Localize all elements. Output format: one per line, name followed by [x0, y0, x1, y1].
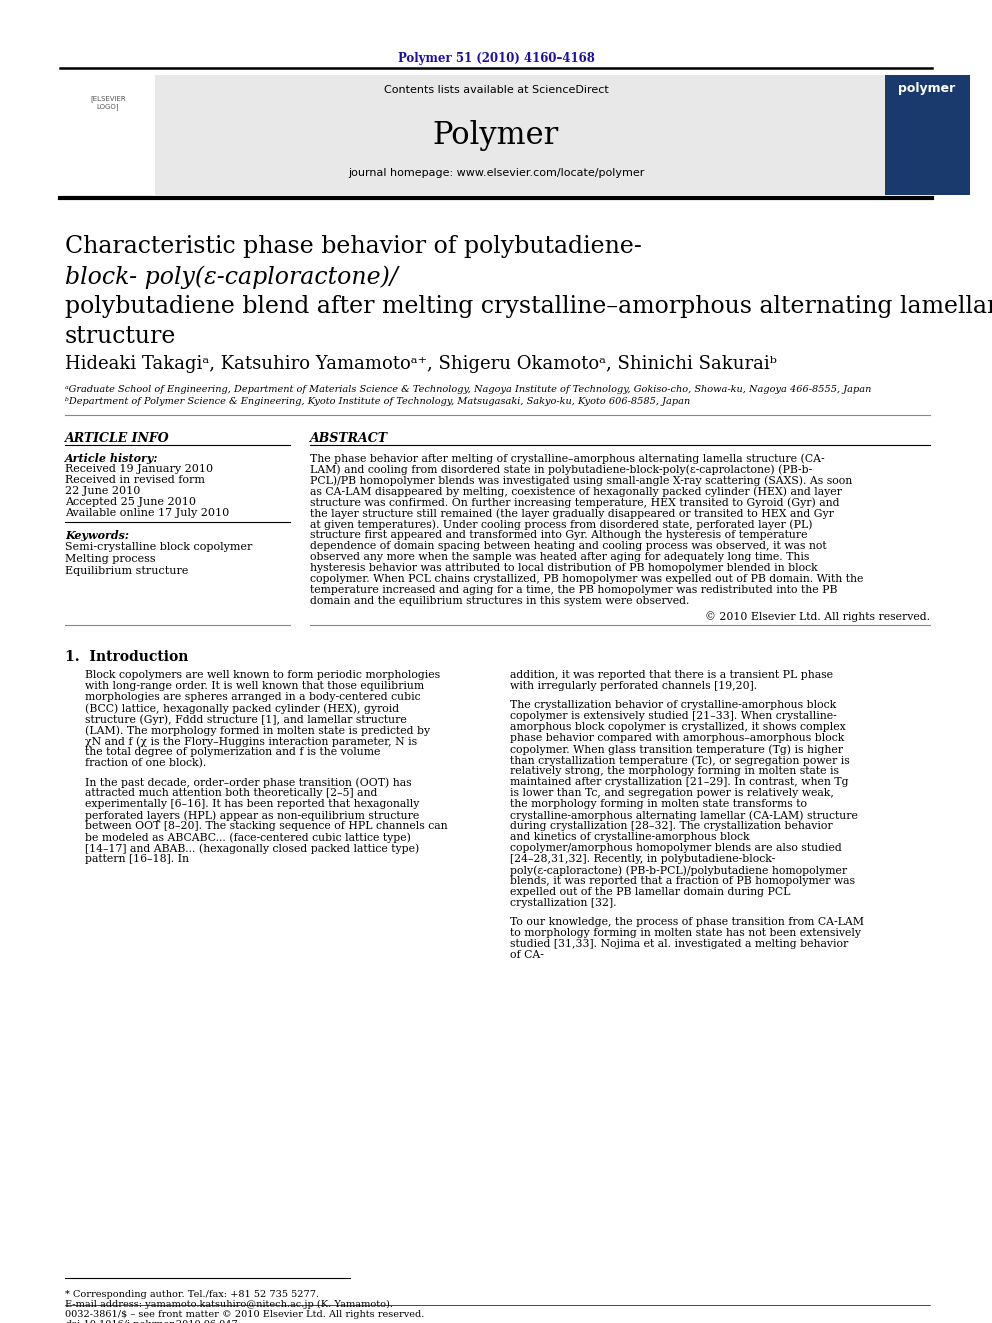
FancyBboxPatch shape [60, 75, 155, 194]
FancyBboxPatch shape [155, 75, 885, 194]
Text: 22 June 2010: 22 June 2010 [65, 486, 141, 496]
Text: The crystallization behavior of crystalline-amorphous block: The crystallization behavior of crystall… [510, 700, 836, 710]
Text: is lower than Tc, and segregation power is relatively weak,: is lower than Tc, and segregation power … [510, 789, 834, 798]
Text: phase behavior compared with amorphous–amorphous block: phase behavior compared with amorphous–a… [510, 733, 844, 744]
Text: doi:10.1016/j.polymer.2010.06.047: doi:10.1016/j.polymer.2010.06.047 [65, 1320, 238, 1323]
Text: journal homepage: www.elsevier.com/locate/polymer: journal homepage: www.elsevier.com/locat… [348, 168, 644, 179]
Text: dependence of domain spacing between heating and cooling process was observed, i: dependence of domain spacing between hea… [310, 541, 826, 550]
Text: PCL)/PB homopolymer blends was investigated using small-angle X-ray scattering (: PCL)/PB homopolymer blends was investiga… [310, 475, 852, 486]
Text: ᵃGraduate School of Engineering, Department of Materials Science & Technology, N: ᵃGraduate School of Engineering, Departm… [65, 385, 871, 394]
Text: the total degree of polymerization and f is the volume: the total degree of polymerization and f… [85, 747, 380, 757]
Text: polymer: polymer [899, 82, 955, 95]
Text: Keywords:: Keywords: [65, 531, 129, 541]
Text: be modeled as ABCABC... (face-centered cubic lattice type): be modeled as ABCABC... (face-centered c… [85, 832, 411, 843]
Text: temperature increased and aging for a time, the PB homopolymer was redistributed: temperature increased and aging for a ti… [310, 585, 837, 595]
Text: [14–17] and ABAB... (hexagonally closed packed lattice type): [14–17] and ABAB... (hexagonally closed … [85, 843, 420, 853]
Text: copolymer is extensively studied [21–33]. When crystalline-: copolymer is extensively studied [21–33]… [510, 710, 836, 721]
Text: than crystallization temperature (Tc), or segregation power is: than crystallization temperature (Tc), o… [510, 755, 850, 766]
Text: crystalline-amorphous alternating lamellar (CA-LAM) structure: crystalline-amorphous alternating lamell… [510, 810, 858, 820]
Text: E-mail address: yamamoto.katsuhiro@nitech.ac.jp (K. Yamamoto).: E-mail address: yamamoto.katsuhiro@nitec… [65, 1301, 393, 1310]
Text: In the past decade, order–order phase transition (OOT) has: In the past decade, order–order phase tr… [85, 777, 412, 787]
Text: at given temperatures). Under cooling process from disordered state, perforated : at given temperatures). Under cooling pr… [310, 519, 812, 529]
Text: of CA-: of CA- [510, 950, 544, 960]
Text: and kinetics of crystalline-amorphous block: and kinetics of crystalline-amorphous bl… [510, 832, 750, 841]
Text: Accepted 25 June 2010: Accepted 25 June 2010 [65, 497, 196, 507]
Text: hysteresis behavior was attributed to local distribution of PB homopolymer blend: hysteresis behavior was attributed to lo… [310, 564, 817, 573]
Text: to morphology forming in molten state has not been extensively: to morphology forming in molten state ha… [510, 927, 861, 938]
Text: addition, it was reported that there is a transient PL phase: addition, it was reported that there is … [510, 669, 833, 680]
Text: structure was confirmed. On further increasing temperature, HEX transited to Gyr: structure was confirmed. On further incr… [310, 497, 839, 508]
Text: 0032-3861/$ – see front matter © 2010 Elsevier Ltd. All rights reserved.: 0032-3861/$ – see front matter © 2010 El… [65, 1310, 425, 1319]
Text: [ELSEVIER
LOGO]: [ELSEVIER LOGO] [90, 95, 126, 110]
Text: Equilibrium structure: Equilibrium structure [65, 566, 188, 576]
Text: block- poly(ε-caploractone)/: block- poly(ε-caploractone)/ [65, 265, 398, 288]
Text: Received 19 January 2010: Received 19 January 2010 [65, 464, 213, 474]
Text: (BCC) lattice, hexagonally packed cylinder (HEX), gyroid: (BCC) lattice, hexagonally packed cylind… [85, 703, 399, 713]
Text: with irregularly perforated channels [19,20].: with irregularly perforated channels [19… [510, 681, 757, 691]
Text: blends, it was reported that a fraction of PB homopolymer was: blends, it was reported that a fraction … [510, 876, 855, 886]
Text: attracted much attention both theoretically [2–5] and: attracted much attention both theoretica… [85, 789, 377, 798]
Text: [24–28,31,32]. Recently, in polybutadiene-block-: [24–28,31,32]. Recently, in polybutadien… [510, 855, 776, 864]
Text: poly(ε-caploractone) (PB-b-PCL)/polybutadiene homopolymer: poly(ε-caploractone) (PB-b-PCL)/polybuta… [510, 865, 847, 876]
Text: fraction of one block).: fraction of one block). [85, 758, 206, 769]
Text: experimentally [6–16]. It has been reported that hexagonally: experimentally [6–16]. It has been repor… [85, 799, 420, 808]
FancyBboxPatch shape [885, 75, 970, 194]
Text: relatively strong, the morphology forming in molten state is: relatively strong, the morphology formin… [510, 766, 839, 777]
Text: (LAM). The morphology formed in molten state is predicted by: (LAM). The morphology formed in molten s… [85, 725, 431, 736]
Text: ARTICLE INFO: ARTICLE INFO [65, 433, 170, 445]
Text: as CA-LAM disappeared by melting, coexistence of hexagonally packed cylinder (HE: as CA-LAM disappeared by melting, coexis… [310, 486, 842, 496]
Text: with long-range order. It is well known that those equilibrium: with long-range order. It is well known … [85, 681, 425, 691]
Text: Received in revised form: Received in revised form [65, 475, 205, 486]
Text: the morphology forming in molten state transforms to: the morphology forming in molten state t… [510, 799, 807, 808]
Text: structure (Gyr), Fddd structure [1], and lamellar structure: structure (Gyr), Fddd structure [1], and… [85, 714, 407, 725]
Text: Polymer: Polymer [433, 120, 559, 151]
Text: Contents lists available at ScienceDirect: Contents lists available at ScienceDirec… [384, 85, 608, 95]
Text: during crystallization [28–32]. The crystallization behavior: during crystallization [28–32]. The crys… [510, 822, 832, 831]
Text: LAM) and cooling from disordered state in polybutadiene-block-poly(ε-caprolacton: LAM) and cooling from disordered state i… [310, 464, 812, 475]
Text: Characteristic phase behavior of polybutadiene-: Characteristic phase behavior of polybut… [65, 235, 642, 258]
Text: * Corresponding author. Tel./fax: +81 52 735 5277.: * Corresponding author. Tel./fax: +81 52… [65, 1290, 319, 1299]
Text: polybutadiene blend after melting crystalline–amorphous alternating lamellar: polybutadiene blend after melting crysta… [65, 295, 992, 318]
Text: Available online 17 July 2010: Available online 17 July 2010 [65, 508, 229, 519]
Text: To our knowledge, the process of phase transition from CA-LAM: To our knowledge, the process of phase t… [510, 917, 864, 927]
Text: copolymer/amorphous homopolymer blends are also studied: copolymer/amorphous homopolymer blends a… [510, 843, 842, 853]
Text: Polymer 51 (2010) 4160–4168: Polymer 51 (2010) 4160–4168 [398, 52, 594, 65]
Text: morphologies are spheres arranged in a body-centered cubic: morphologies are spheres arranged in a b… [85, 692, 421, 703]
Text: ABSTRACT: ABSTRACT [310, 433, 388, 445]
Text: maintained after crystallization [21–29]. In contrast, when Tg: maintained after crystallization [21–29]… [510, 777, 848, 787]
Text: crystallization [32].: crystallization [32]. [510, 898, 616, 908]
Text: Hideaki Takagiᵃ, Katsuhiro Yamamotoᵃ⁺, Shigeru Okamotoᵃ, Shinichi Sakuraiᵇ: Hideaki Takagiᵃ, Katsuhiro Yamamotoᵃ⁺, S… [65, 355, 777, 373]
Text: perforated layers (HPL) appear as non-equilibrium structure: perforated layers (HPL) appear as non-eq… [85, 810, 420, 820]
Text: copolymer. When PCL chains crystallized, PB homopolymer was expelled out of PB d: copolymer. When PCL chains crystallized,… [310, 574, 863, 583]
Text: © 2010 Elsevier Ltd. All rights reserved.: © 2010 Elsevier Ltd. All rights reserved… [705, 611, 930, 622]
Text: expelled out of the PB lamellar domain during PCL: expelled out of the PB lamellar domain d… [510, 886, 791, 897]
Text: χN and f (χ is the Flory–Huggins interaction parameter, N is: χN and f (χ is the Flory–Huggins interac… [85, 736, 417, 746]
Text: pattern [16–18]. In: pattern [16–18]. In [85, 855, 189, 864]
Text: Melting process: Melting process [65, 554, 156, 564]
Text: domain and the equilibrium structures in this system were observed.: domain and the equilibrium structures in… [310, 595, 689, 606]
Text: studied [31,33]. Nojima et al. investigated a melting behavior: studied [31,33]. Nojima et al. investiga… [510, 939, 848, 949]
Text: copolymer. When glass transition temperature (Tg) is higher: copolymer. When glass transition tempera… [510, 744, 843, 754]
Text: Article history:: Article history: [65, 452, 159, 464]
Text: structure: structure [65, 325, 177, 348]
Text: observed any more when the sample was heated after aging for adequately long tim: observed any more when the sample was he… [310, 552, 809, 562]
Text: ᵇDepartment of Polymer Science & Engineering, Kyoto Institute of Technology, Mat: ᵇDepartment of Polymer Science & Enginee… [65, 397, 690, 406]
Text: Block copolymers are well known to form periodic morphologies: Block copolymers are well known to form … [85, 669, 440, 680]
Text: the layer structure still remained (the layer gradually disappeared or transited: the layer structure still remained (the … [310, 508, 834, 519]
Text: The phase behavior after melting of crystalline–amorphous alternating lamella st: The phase behavior after melting of crys… [310, 452, 824, 463]
Text: 1.  Introduction: 1. Introduction [65, 650, 188, 664]
Text: Semi-crystalline block copolymer: Semi-crystalline block copolymer [65, 542, 252, 552]
Text: between OOT [8–20]. The stacking sequence of HPL channels can: between OOT [8–20]. The stacking sequenc… [85, 822, 447, 831]
Text: amorphous block copolymer is crystallized, it shows complex: amorphous block copolymer is crystallize… [510, 722, 846, 732]
Text: structure first appeared and transformed into Gyr. Although the hysteresis of te: structure first appeared and transformed… [310, 531, 807, 540]
